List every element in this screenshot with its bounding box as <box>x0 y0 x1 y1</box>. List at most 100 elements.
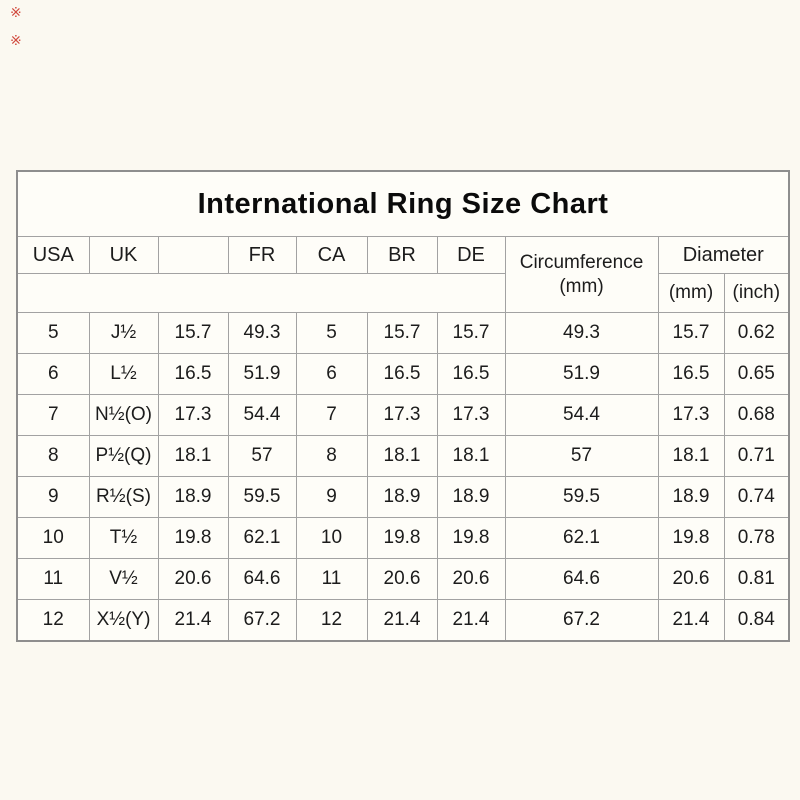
cell-ca: 7 <box>295 394 368 436</box>
cell-diameter-inch: 0.81 <box>723 558 790 600</box>
cell-circumference: 54.4 <box>504 394 659 436</box>
cell-diameter-inch: 0.84 <box>723 599 790 642</box>
cell-usa: 12 <box>16 599 90 642</box>
cell-fr: 49.3 <box>227 312 297 354</box>
table-row: 7 N½(O) 17.3 54.4 7 17.3 17.3 54.4 17.3 0.68 <box>16 394 790 436</box>
col-header-usa: USA <box>16 236 90 274</box>
cell-blank: 18.9 <box>157 476 229 518</box>
cell-br: 21.4 <box>366 599 438 642</box>
cell-uk: R½(S) <box>88 476 159 518</box>
cell-diameter-inch: 0.62 <box>723 312 790 354</box>
cell-uk: T½ <box>88 517 159 559</box>
cell-fr: 57 <box>227 435 297 477</box>
cell-br: 18.9 <box>366 476 438 518</box>
cell-fr: 54.4 <box>227 394 297 436</box>
cell-ca: 10 <box>295 517 368 559</box>
cell-ca: 11 <box>295 558 368 600</box>
ring-size-table: International Ring Size Chart USA UK FR … <box>16 170 791 642</box>
cell-diameter-inch: 0.74 <box>723 476 790 518</box>
cell-blank: 15.7 <box>157 312 229 354</box>
cell-circumference: 67.2 <box>504 599 659 642</box>
table-header: International Ring Size Chart USA UK FR … <box>16 170 790 313</box>
cell-uk: X½(Y) <box>88 599 159 642</box>
cell-uk: N½(O) <box>88 394 159 436</box>
cell-br: 20.6 <box>366 558 438 600</box>
table-row: 5 J½ 15.7 49.3 5 15.7 15.7 49.3 15.7 0.62 <box>16 312 790 354</box>
cell-usa: 10 <box>16 517 90 559</box>
header-row-sub: (mm) (inch) <box>17 273 790 313</box>
cell-diameter-inch: 0.68 <box>723 394 790 436</box>
page-title: International Ring Size Chart <box>16 170 790 237</box>
cell-br: 19.8 <box>366 517 438 559</box>
col-header-uk: UK <box>88 236 159 274</box>
cell-circumference: 64.6 <box>504 558 659 600</box>
cell-blank: 16.5 <box>157 353 229 395</box>
cell-blank: 17.3 <box>157 394 229 436</box>
table-row: 6 L½ 16.5 51.9 6 16.5 16.5 51.9 16.5 0.65 <box>16 353 790 395</box>
cell-de: 18.9 <box>436 476 506 518</box>
cell-fr: 59.5 <box>227 476 297 518</box>
cell-de: 20.6 <box>436 558 506 600</box>
header-spacer <box>17 274 505 313</box>
cell-blank: 18.1 <box>157 435 229 477</box>
cell-circumference: 49.3 <box>504 312 659 354</box>
cell-diameter-inch: 0.65 <box>723 353 790 395</box>
table-row: 8 P½(Q) 18.1 57 8 18.1 18.1 57 18.1 0.71 <box>16 435 790 477</box>
col-header-br: BR <box>366 236 438 274</box>
cell-usa: 8 <box>16 435 90 477</box>
cell-ca: 9 <box>295 476 368 518</box>
cell-usa: 11 <box>16 558 90 600</box>
cell-uk: L½ <box>88 353 159 395</box>
cell-ca: 8 <box>295 435 368 477</box>
cell-usa: 7 <box>16 394 90 436</box>
cell-fr: 64.6 <box>227 558 297 600</box>
table-row: 10 T½ 19.8 62.1 10 19.8 19.8 62.1 19.8 0.78 <box>16 517 790 559</box>
table-row: 9 R½(S) 18.9 59.5 9 18.9 18.9 59.5 18.9 0.74 <box>16 476 790 518</box>
cell-ca: 5 <box>295 312 368 354</box>
circumference-label-line2: (mm) <box>559 275 604 297</box>
cell-diameter-mm: 21.4 <box>657 599 725 642</box>
red-watermark-marks: ※ ※ <box>10 4 22 48</box>
col-header-circumference: Circumference (mm) <box>504 236 659 313</box>
cell-br: 18.1 <box>366 435 438 477</box>
cell-usa: 5 <box>16 312 90 354</box>
cell-diameter-mm: 20.6 <box>657 558 725 600</box>
cell-uk: J½ <box>88 312 159 354</box>
table-row: 11 V½ 20.6 64.6 11 20.6 20.6 64.6 20.6 0.81 <box>16 558 790 600</box>
cell-diameter-mm: 19.8 <box>657 517 725 559</box>
cell-usa: 6 <box>16 353 90 395</box>
cell-circumference: 62.1 <box>504 517 659 559</box>
circumference-label-line1: Circumference <box>519 251 644 273</box>
cell-br: 15.7 <box>366 312 438 354</box>
cell-diameter-inch: 0.71 <box>723 435 790 477</box>
red-mark: ※ <box>10 32 22 48</box>
cell-uk: P½(Q) <box>88 435 159 477</box>
cell-fr: 67.2 <box>227 599 297 642</box>
cell-diameter-mm: 18.9 <box>657 476 725 518</box>
cell-circumference: 59.5 <box>504 476 659 518</box>
col-header-blank <box>157 236 229 274</box>
col-header-diameter-inch: (inch) <box>723 273 790 313</box>
cell-blank: 20.6 <box>157 558 229 600</box>
col-header-de: DE <box>436 236 506 274</box>
cell-ca: 12 <box>295 599 368 642</box>
cell-diameter-mm: 18.1 <box>657 435 725 477</box>
cell-diameter-inch: 0.78 <box>723 517 790 559</box>
cell-blank: 21.4 <box>157 599 229 642</box>
cell-br: 17.3 <box>366 394 438 436</box>
col-header-diameter: Diameter <box>657 236 790 274</box>
cell-blank: 19.8 <box>157 517 229 559</box>
cell-fr: 62.1 <box>227 517 297 559</box>
red-mark: ※ <box>10 4 22 20</box>
cell-fr: 51.9 <box>227 353 297 395</box>
cell-diameter-mm: 17.3 <box>657 394 725 436</box>
table-row: 12 X½(Y) 21.4 67.2 12 21.4 21.4 67.2 21.4 0.84 <box>16 599 790 642</box>
cell-de: 21.4 <box>436 599 506 642</box>
col-header-fr: FR <box>227 236 297 274</box>
cell-de: 18.1 <box>436 435 506 477</box>
col-header-diameter-mm: (mm) <box>657 273 725 313</box>
cell-uk: V½ <box>88 558 159 600</box>
header-row-main: USA UK FR CA BR DE Circumference (mm) Di… <box>16 236 790 313</box>
cell-ca: 6 <box>295 353 368 395</box>
